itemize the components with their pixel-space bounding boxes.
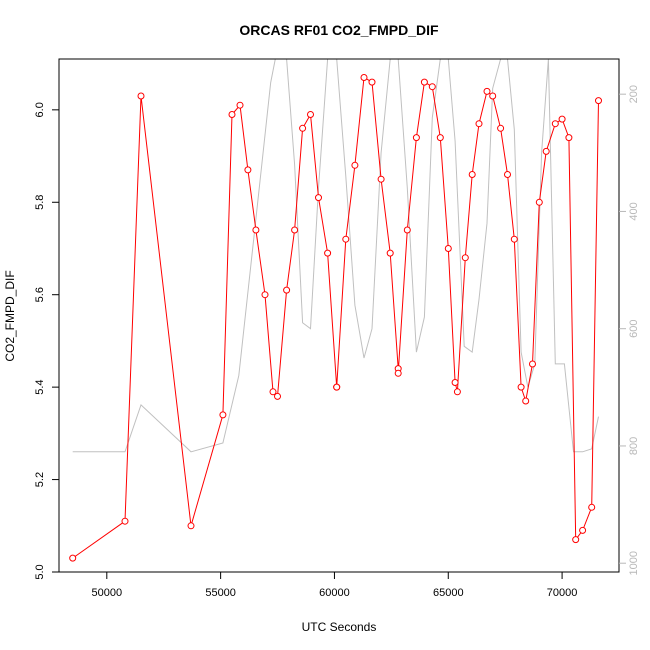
- series-point: [121, 517, 129, 525]
- series-point: [551, 120, 559, 128]
- y-tick-label: 5.2: [34, 472, 46, 487]
- series-point: [453, 388, 461, 396]
- series-point: [244, 166, 252, 174]
- series-point: [307, 111, 314, 118]
- series-point: [489, 92, 497, 100]
- y2-tick-label: 600: [628, 320, 640, 338]
- series-point: [252, 226, 260, 234]
- x-tick-label: 50000: [92, 587, 123, 599]
- y-tick-label: 5.0: [34, 564, 46, 579]
- series-point: [542, 147, 550, 155]
- series-point: [595, 97, 602, 105]
- x-tick-label: 55000: [205, 587, 236, 599]
- series-point: [360, 74, 368, 81]
- series-point: [333, 383, 341, 391]
- series-point: [368, 78, 376, 86]
- series-line-2: [72, 58, 599, 453]
- y-tick-label: 5.4: [34, 379, 46, 394]
- series-point: [504, 171, 511, 178]
- series-point: [69, 554, 77, 562]
- series-point: [315, 194, 322, 202]
- y-tick-label: 6.0: [34, 102, 46, 117]
- series-point: [483, 87, 491, 95]
- series-point: [236, 101, 244, 109]
- series-point: [269, 388, 277, 396]
- series-point: [461, 254, 469, 262]
- series-point: [137, 92, 145, 100]
- series-point: [468, 171, 476, 178]
- y-tick-label: 5.8: [34, 195, 46, 210]
- series-point: [351, 161, 359, 169]
- y-axis-label: CO2_FMPD_DIF: [3, 270, 17, 361]
- red-series: [69, 74, 602, 562]
- series-point: [187, 522, 195, 530]
- series-point: [386, 249, 394, 257]
- series-point: [529, 360, 536, 368]
- series-point: [420, 78, 428, 86]
- series-point: [228, 111, 236, 118]
- series-point: [588, 503, 596, 511]
- series-point: [412, 134, 420, 142]
- x-axis: 50000 55000 60000 65000 70000: [92, 572, 578, 599]
- series-point: [342, 235, 350, 243]
- y2-tick-label: 1000: [628, 551, 640, 575]
- x-tick-label: 60000: [319, 587, 350, 599]
- series-point: [219, 411, 227, 419]
- series-point: [475, 120, 483, 128]
- series-point: [283, 286, 291, 294]
- series-point: [377, 175, 385, 183]
- series-point: [497, 124, 505, 132]
- series-point: [428, 83, 436, 91]
- series-point: [403, 226, 411, 234]
- series-point: [436, 134, 444, 142]
- y2-tick-label: 800: [628, 437, 640, 455]
- series-point: [510, 235, 518, 243]
- series-point: [291, 226, 299, 234]
- series-point: [572, 536, 580, 544]
- plot-frame: [58, 58, 620, 573]
- series-point: [558, 115, 566, 123]
- series-point: [451, 379, 459, 386]
- series-point: [324, 249, 332, 257]
- series-point: [579, 526, 587, 534]
- y2-tick-label: 400: [628, 202, 640, 220]
- series-point: [517, 383, 525, 391]
- series-point: [394, 369, 402, 377]
- series-point: [522, 397, 530, 405]
- series-point: [274, 392, 281, 400]
- series-point: [444, 245, 452, 252]
- y2-tick-label: 200: [628, 85, 640, 103]
- y2-axis: 200 400 600 800 1000: [619, 85, 640, 575]
- series-point: [535, 198, 543, 206]
- grey-series: [72, 58, 599, 453]
- series-point: [261, 291, 269, 299]
- y-tick-label: 5.6: [34, 287, 46, 302]
- chart-title: ORCAS RF01 CO2_FMPD_DIF: [239, 22, 439, 38]
- x-tick-label: 65000: [433, 587, 464, 599]
- x-axis-label: UTC Seconds: [302, 620, 377, 634]
- x-tick-label: 70000: [547, 587, 578, 599]
- y-axis: 5.0 5.2 5.4 5.6 5.8 6.0: [34, 102, 59, 580]
- series-point: [299, 124, 307, 132]
- series-point: [565, 134, 573, 142]
